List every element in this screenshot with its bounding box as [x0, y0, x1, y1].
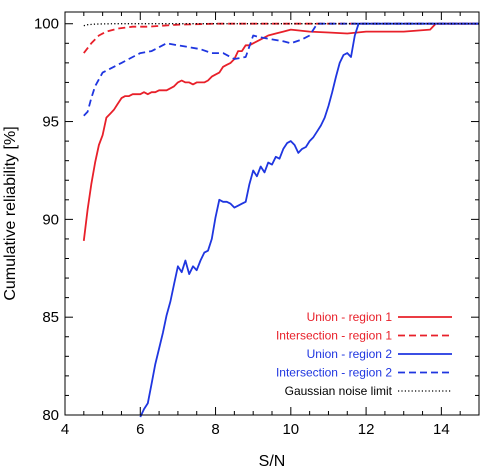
legend-label-1: Union - region 1 [307, 310, 393, 324]
y-tick-label: 80 [42, 407, 59, 424]
legend-label-2: Intersection - region 1 [276, 329, 392, 343]
y-tick-label: 100 [34, 16, 59, 33]
series-line-2 [83, 22, 479, 54]
series-line-3 [139, 22, 479, 418]
x-tick-label: 4 [61, 421, 69, 438]
y-tick-label: 95 [42, 114, 59, 131]
x-tick-label: 8 [211, 421, 219, 438]
x-tick-label: 14 [433, 421, 450, 438]
x-axis-title: S/N [259, 453, 286, 470]
y-axis-title: Cumulative reliability [%] [2, 126, 19, 300]
x-tick-label: 10 [282, 421, 299, 438]
series-line-4 [83, 22, 479, 117]
legend: Union - region 1 Intersection - region 1 U… [276, 310, 452, 398]
legend-label-3: Union - region 2 [307, 347, 393, 361]
tick-labels: 4 6 8 10 12 14 80 85 90 95 100 [34, 16, 450, 438]
series-line-1 [82, 22, 479, 242]
series-lines [82, 22, 479, 418]
y-tick-label: 90 [42, 211, 59, 228]
legend-label-4: Intersection - region 2 [276, 366, 392, 380]
x-tick-label: 6 [136, 421, 144, 438]
y-tick-label: 85 [42, 309, 59, 326]
plot-frame [64, 11, 480, 416]
legend-label-5: Gaussian noise limit [285, 384, 393, 398]
x-tick-label: 12 [358, 421, 375, 438]
